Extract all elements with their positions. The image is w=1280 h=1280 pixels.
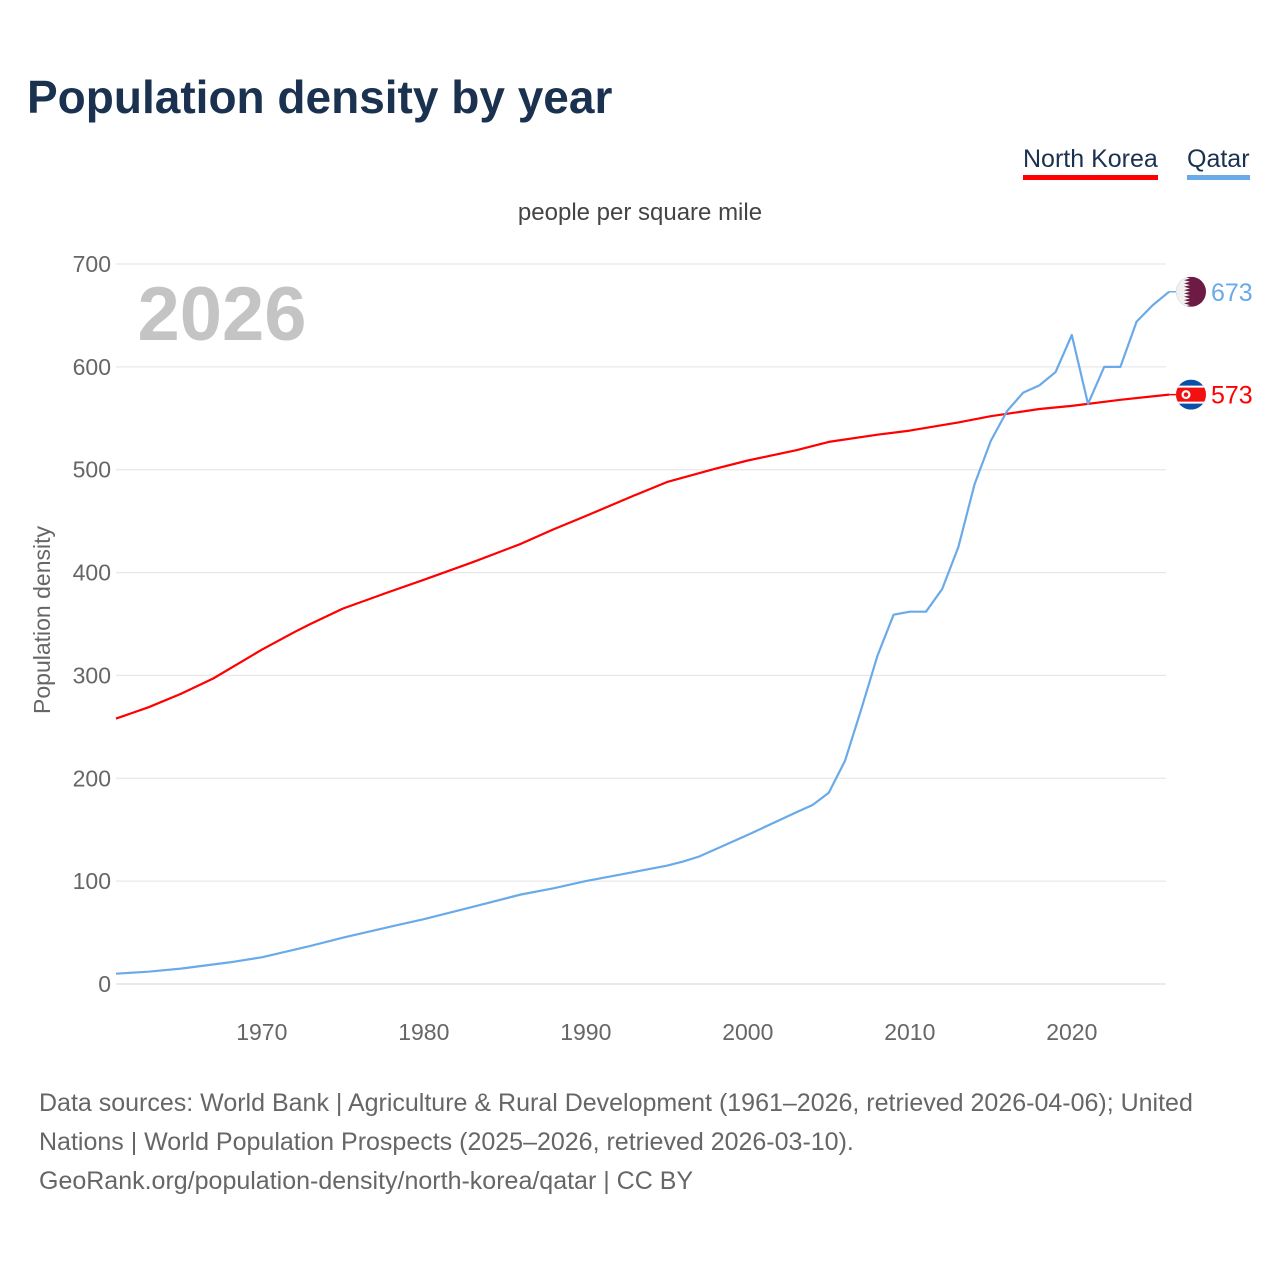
year-watermark: 2026	[137, 272, 306, 357]
flag-body	[1176, 379, 1206, 410]
x-tick-label: 2000	[722, 1019, 773, 1045]
chart-subtitle: people per square mile	[518, 199, 762, 226]
x-tick-label: 2020	[1046, 1019, 1097, 1045]
y-tick-label: 400	[73, 560, 111, 586]
legend-label: Qatar	[1187, 145, 1250, 173]
chart-title: Population density by year	[27, 71, 613, 123]
footer-sources: Data sources: World Bank | Agriculture &…	[39, 1084, 1249, 1201]
series-line-qatar	[115, 290, 1170, 975]
flag-red-band	[1176, 387, 1206, 402]
footer-sources-text: Data sources: World Bank | Agriculture &…	[39, 1089, 1193, 1156]
flag-star	[1183, 392, 1189, 397]
legend-swatch	[1023, 175, 1158, 180]
end-value-label: 673	[1211, 279, 1253, 307]
y-tick-label: 300	[73, 662, 111, 688]
x-tick-label: 1970	[236, 1019, 287, 1045]
footer-attribution[interactable]: GeoRank.org/population-density/north-kor…	[39, 1167, 694, 1195]
y-tick-label: 200	[73, 765, 111, 791]
legend-item-qatar[interactable]: Qatar	[1187, 145, 1250, 180]
legend-swatch	[1187, 175, 1250, 180]
series-line-north-korea	[115, 393, 1170, 720]
north-korea-flag-icon	[1176, 379, 1206, 410]
y-tick-label: 500	[73, 457, 111, 483]
x-tick-label: 1990	[560, 1019, 611, 1045]
x-tick-label: 2010	[884, 1019, 935, 1045]
x-tick-label: 1980	[398, 1019, 449, 1045]
y-tick-label: 0	[98, 971, 111, 997]
qatar-flag-icon	[1176, 276, 1206, 307]
y-tick-label: 600	[73, 354, 111, 380]
y-axis-label: Population density	[29, 526, 55, 714]
y-tick-label: 100	[73, 868, 111, 894]
end-value-label: 573	[1211, 382, 1253, 410]
flag-body	[1176, 276, 1206, 307]
flag-serration	[1176, 276, 1190, 307]
y-tick-label: 700	[73, 251, 111, 277]
legend-label: North Korea	[1023, 145, 1158, 173]
legend-item-north-korea[interactable]: North Korea	[1023, 145, 1158, 180]
